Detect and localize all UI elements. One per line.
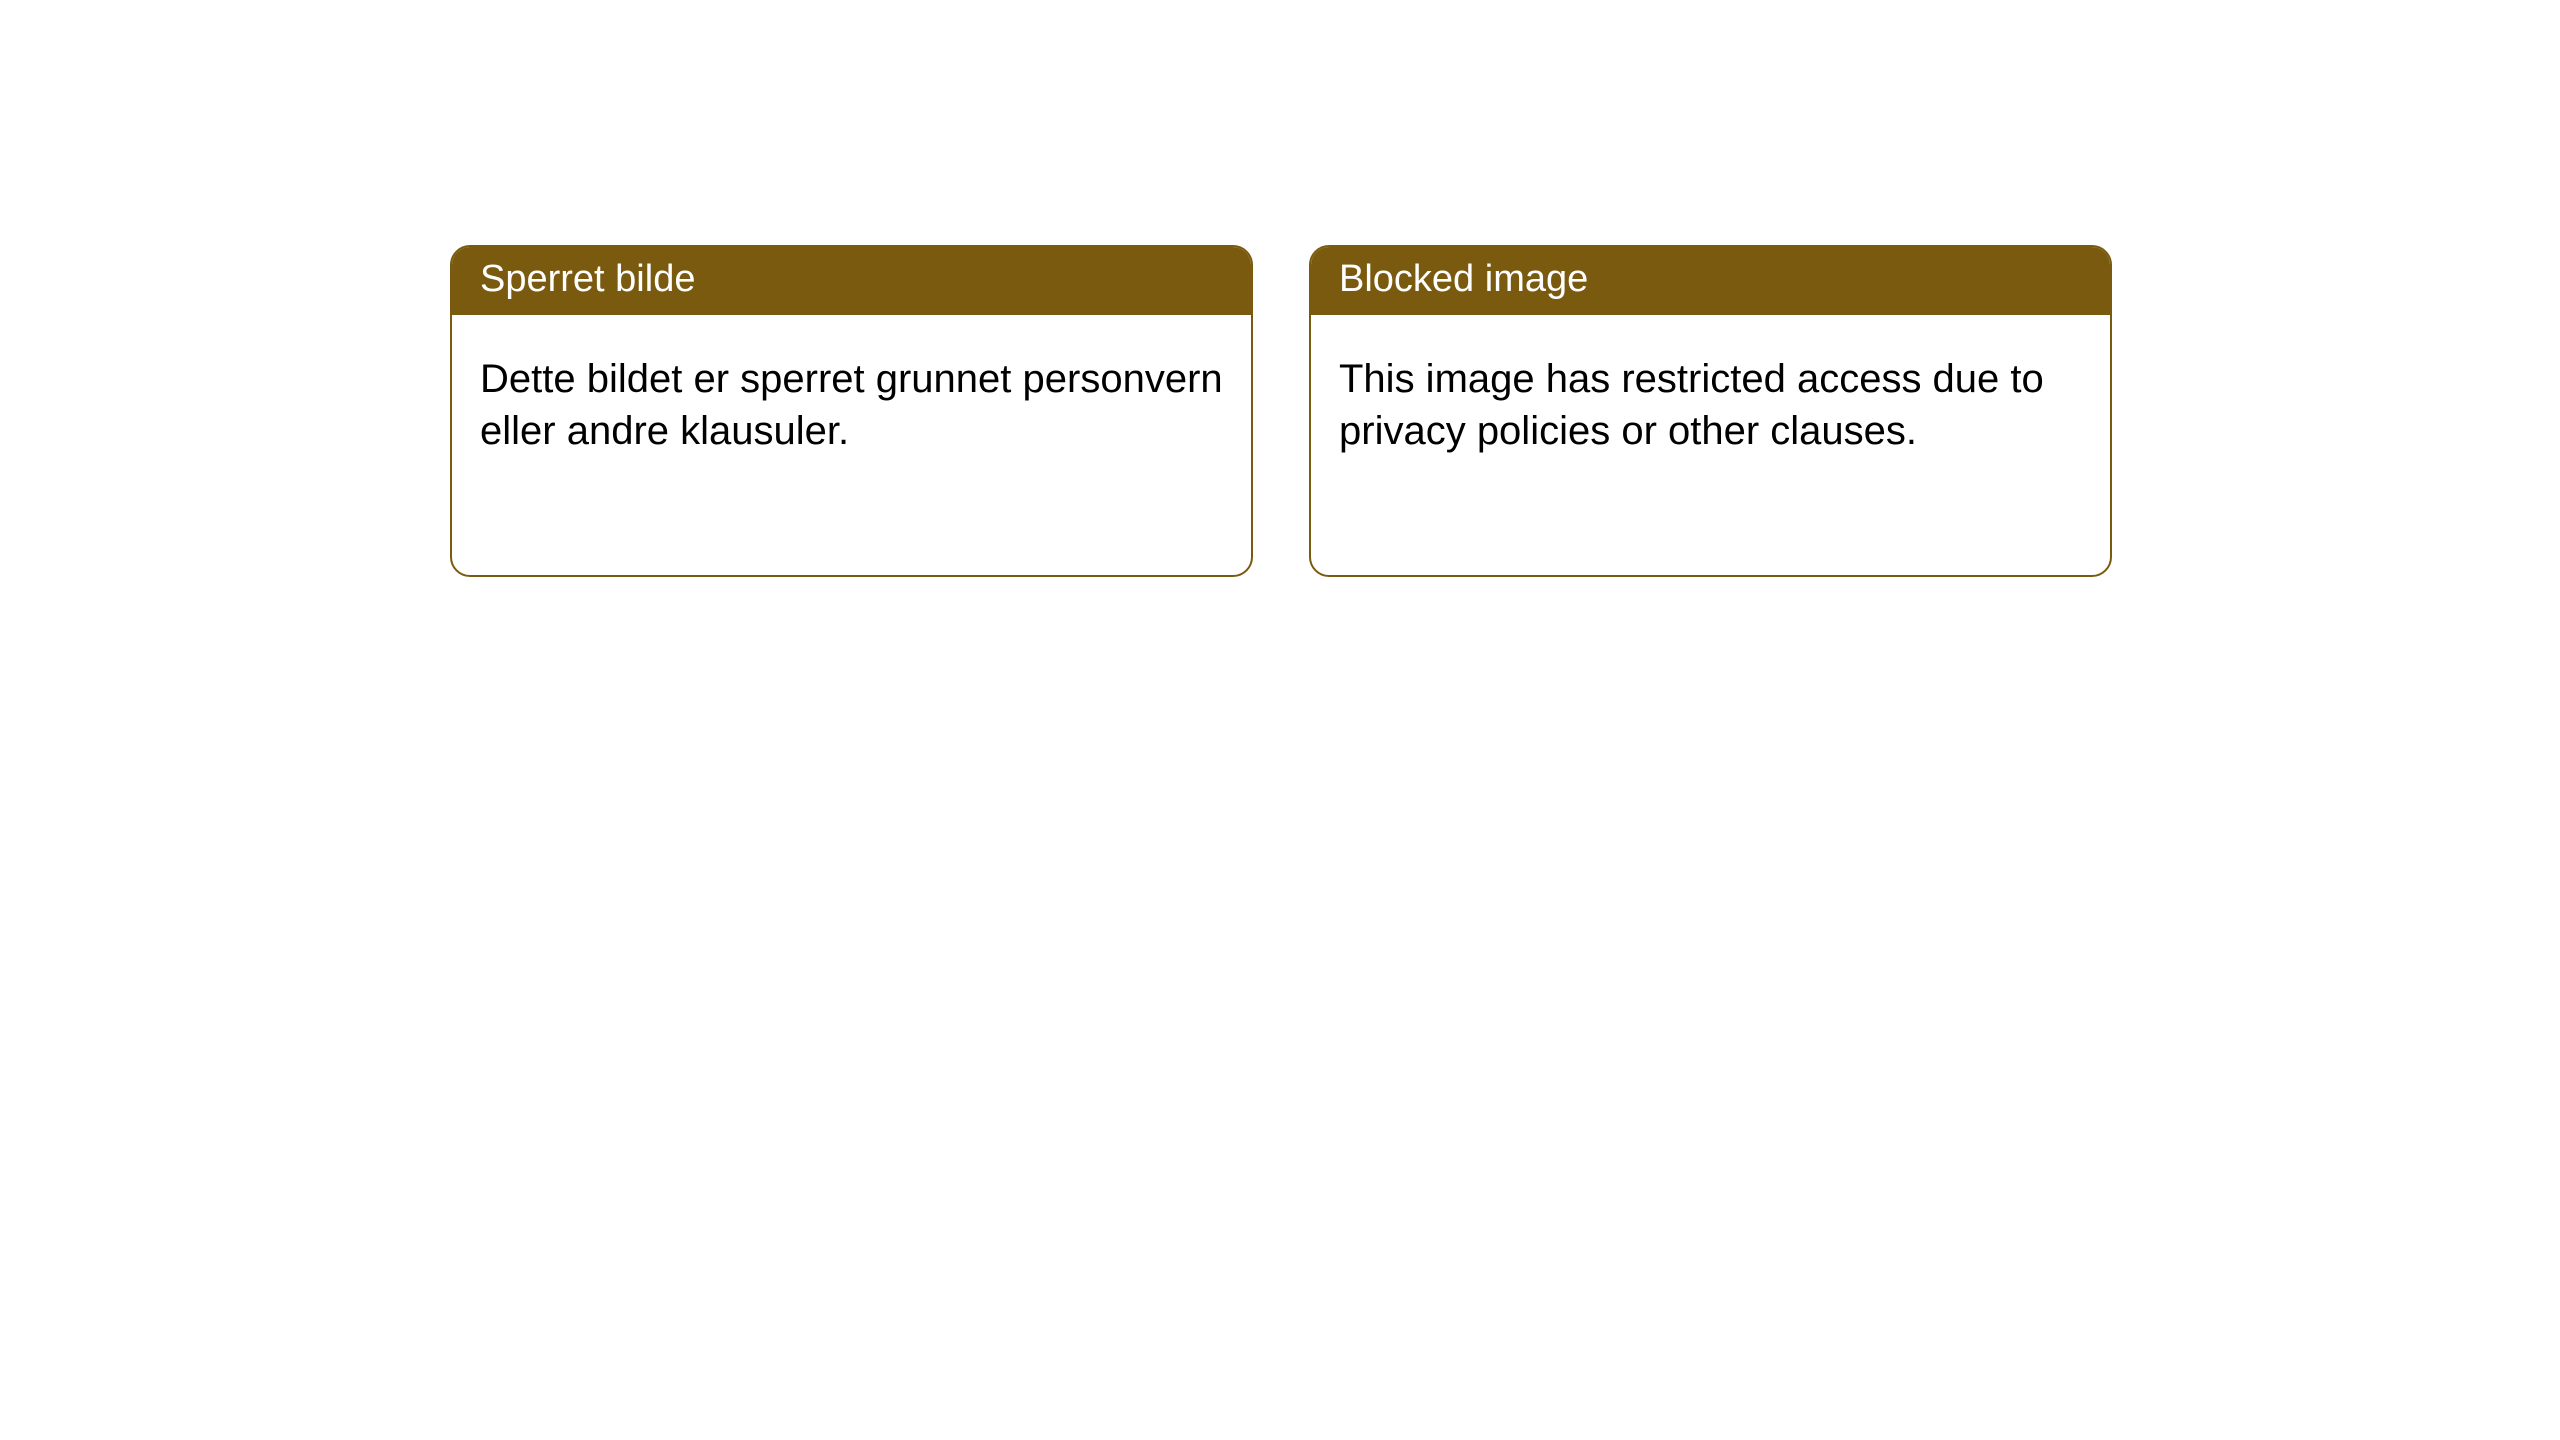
card-body-text: This image has restricted access due to … — [1311, 315, 2110, 485]
notice-cards-container: Sperret bilde Dette bildet er sperret gr… — [0, 0, 2560, 577]
blocked-image-card-en: Blocked image This image has restricted … — [1309, 245, 2112, 577]
card-title: Blocked image — [1311, 247, 2110, 315]
card-title: Sperret bilde — [452, 247, 1251, 315]
blocked-image-card-no: Sperret bilde Dette bildet er sperret gr… — [450, 245, 1253, 577]
card-body-text: Dette bildet er sperret grunnet personve… — [452, 315, 1251, 485]
